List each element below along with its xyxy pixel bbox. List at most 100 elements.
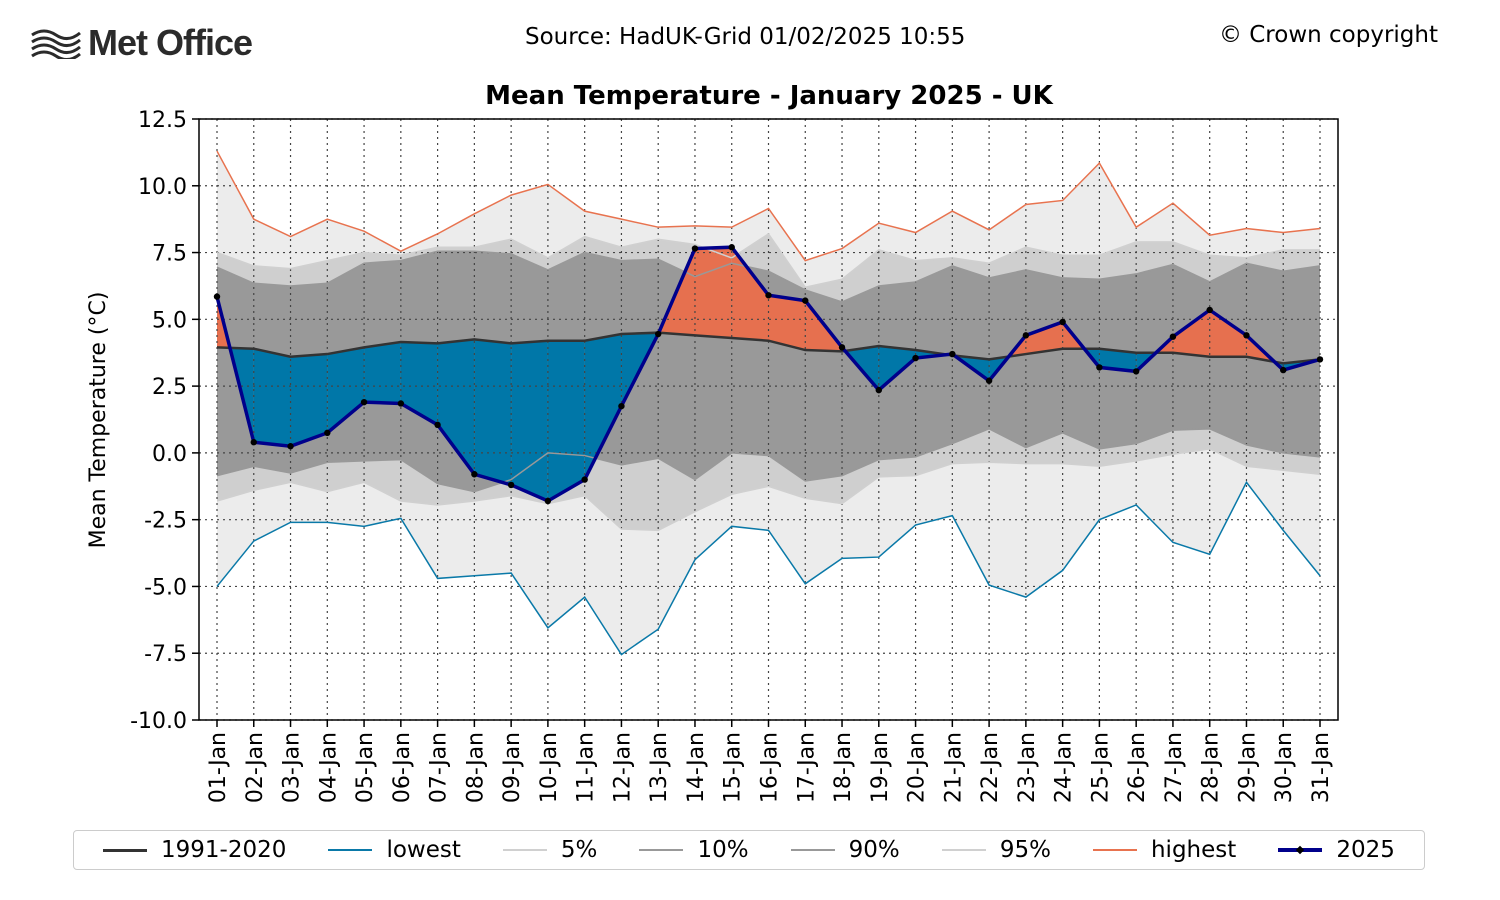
y-tick-label: -2.5	[144, 509, 187, 534]
x-tick-label: 23-Jan	[1015, 732, 1040, 803]
series-line-1991-2020	[216, 331, 1321, 365]
data-point-2025	[691, 245, 699, 252]
x-tick-label: 25-Jan	[1088, 732, 1113, 803]
legend-swatch	[103, 848, 148, 852]
data-point-2025	[1169, 333, 1177, 340]
data-point-2025	[434, 421, 441, 429]
data-point-2025	[802, 297, 809, 304]
legend-item: 10%	[639, 837, 749, 863]
data-point-2025	[287, 443, 294, 450]
legend-label: 10%	[697, 837, 749, 863]
anomaly-fill	[253, 348, 291, 447]
x-tick-label: 19-Jan	[868, 732, 893, 803]
x-tick-label: 14-Jan	[684, 732, 709, 803]
anomaly-fill	[400, 342, 438, 425]
legend-swatch	[941, 849, 986, 851]
x-tick-label: 22-Jan	[978, 732, 1003, 803]
series-line-highest	[216, 150, 1321, 262]
anomaly-fill	[437, 339, 475, 475]
y-tick-label: 0.0	[152, 442, 187, 467]
x-tick-label: 31-Jan	[1309, 732, 1334, 803]
plot-frame	[198, 118, 1339, 721]
anomaly-fill	[878, 346, 916, 391]
y-tick-label: -7.5	[144, 642, 187, 667]
data-point-2025	[1059, 318, 1066, 326]
legend-label: 95%	[999, 837, 1051, 863]
y-tick-label: 5.0	[152, 308, 187, 333]
chart-title: Mean Temperature - January 2025 - UK	[485, 81, 1053, 111]
x-tick-label: 15-Jan	[721, 732, 746, 803]
legend-item: highest	[1092, 837, 1237, 863]
x-tick-label: 01-Jan	[206, 732, 231, 803]
data-point-2025	[397, 400, 405, 407]
anomaly-fill	[1025, 322, 1063, 355]
y-tick-label: -5.0	[144, 575, 187, 600]
x-tick-label: 05-Jan	[353, 732, 378, 803]
data-point-2025	[507, 481, 515, 489]
anomaly-fill	[364, 342, 401, 404]
anomaly-fill	[474, 339, 512, 485]
legend-item: 95%	[941, 837, 1051, 863]
data-point-2025	[838, 344, 846, 351]
legend-swatch	[1278, 845, 1323, 854]
x-tick-label: 08-Jan	[463, 732, 488, 803]
legend-item: 2025	[1278, 837, 1395, 863]
data-point-2025	[581, 476, 588, 483]
anomaly-fill	[511, 340, 548, 501]
data-point-2025	[1280, 366, 1287, 374]
y-axis-label: Mean Temperature (°C)	[86, 292, 111, 549]
legend-label: lowest	[386, 837, 461, 863]
x-tick-label: 09-Jan	[500, 732, 525, 803]
x-tick-label: 13-Jan	[647, 732, 672, 803]
anomaly-fill	[768, 295, 806, 351]
x-tick-label: 27-Jan	[1162, 732, 1187, 803]
data-point-2025	[618, 402, 625, 410]
legend-label: 5%	[560, 837, 598, 863]
legend-item: lowest	[328, 837, 461, 863]
anomaly-fill	[1172, 309, 1210, 357]
data-point-2025	[765, 292, 772, 299]
x-tick-label: 11-Jan	[574, 732, 599, 803]
x-tick-label: 18-Jan	[831, 732, 856, 803]
data-point-2025	[1316, 356, 1324, 363]
x-tick-label: 03-Jan	[280, 732, 305, 803]
data-point-2025	[544, 497, 552, 505]
series-line-lowest	[216, 480, 1321, 656]
anomaly-fill	[290, 354, 328, 447]
data-point-2025	[1096, 364, 1103, 371]
logo-text: Met Office	[88, 22, 253, 63]
legend-item: 1991-2020	[103, 837, 286, 863]
data-point-2025	[875, 386, 882, 394]
legend-swatch	[639, 849, 684, 851]
legend-label: 2025	[1336, 837, 1395, 863]
anomaly-fill	[584, 334, 622, 480]
anomaly-fill	[327, 347, 365, 433]
anomaly-fill	[731, 247, 769, 341]
x-tick-label: 06-Jan	[390, 732, 415, 803]
legend-label: highest	[1150, 837, 1237, 863]
anomaly-fill	[694, 247, 732, 339]
series-line-5pct	[216, 448, 1321, 532]
data-point-2025	[1243, 332, 1250, 339]
legend-swatch	[790, 849, 835, 851]
y-tick-label: 2.5	[152, 375, 187, 400]
data-point-2025	[655, 330, 662, 338]
data-point-2025	[213, 293, 221, 300]
data-point-2025	[250, 439, 257, 446]
x-tick-label: 24-Jan	[1052, 732, 1077, 803]
data-point-2025	[1022, 332, 1030, 339]
met-office-logo: Met Office	[30, 22, 253, 64]
legend-swatch	[1092, 849, 1137, 851]
anomaly-fill	[1099, 348, 1137, 372]
anomaly-fill	[547, 340, 585, 501]
x-tick-label: 28-Jan	[1199, 732, 1224, 803]
legend-label: 90%	[848, 837, 900, 863]
x-tick-label: 07-Jan	[427, 732, 452, 803]
x-tick-label: 26-Jan	[1125, 732, 1150, 803]
x-tick-label: 12-Jan	[610, 732, 635, 803]
x-tick-label: 30-Jan	[1272, 732, 1297, 803]
anomaly-fill	[1209, 309, 1247, 357]
series-line-10pct	[216, 428, 1321, 493]
data-point-2025	[985, 377, 993, 384]
data-point-2025	[360, 398, 368, 406]
